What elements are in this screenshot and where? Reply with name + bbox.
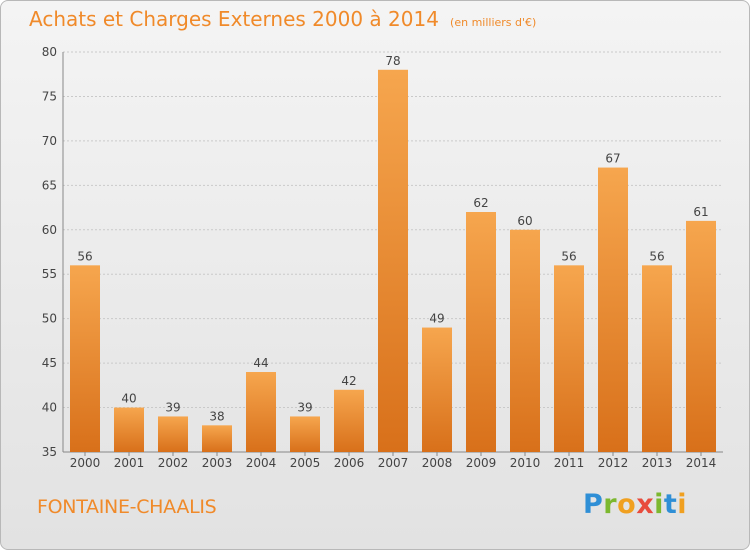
bar-value-label: 67: [605, 152, 620, 166]
x-tick-label: 2003: [202, 456, 233, 470]
bars: [70, 69, 716, 453]
x-tick-label: 2005: [290, 456, 321, 470]
bar: [510, 229, 540, 452]
x-tick-label: 2004: [246, 456, 277, 470]
title-row: Achats et Charges Externes 2000 à 2014 (…: [29, 7, 536, 31]
bar-value-label: 56: [649, 249, 664, 263]
y-tick-labels: 35 40 45 50 55 60 65 70 75 80: [42, 45, 57, 459]
x-tick-label: 2010: [510, 456, 541, 470]
bar-value-label: 62: [473, 196, 488, 210]
x-tick-label: 2007: [378, 456, 409, 470]
y-tick-label: 55: [42, 267, 57, 281]
x-tick-label: 2014: [686, 456, 717, 470]
bar-value-label: 39: [297, 400, 312, 414]
x-tick-label: 2006: [334, 456, 365, 470]
bar: [290, 416, 320, 452]
bar: [466, 212, 496, 452]
bar: [686, 220, 716, 452]
y-tick-label: 65: [42, 178, 57, 192]
bar-value-label: 39: [165, 400, 180, 414]
y-tick-label: 50: [42, 312, 57, 326]
y-tick-label: 40: [42, 401, 57, 415]
bar: [422, 327, 452, 452]
y-tick-label: 35: [42, 445, 57, 459]
bar: [642, 265, 672, 452]
x-tick-label: 2002: [158, 456, 189, 470]
bar: [202, 425, 232, 452]
bar-value-label: 40: [121, 392, 136, 406]
bar-value-label: 38: [209, 409, 224, 423]
bar-value-label: 56: [561, 249, 576, 263]
bar: [334, 389, 364, 452]
x-tick-label: 2011: [554, 456, 585, 470]
x-tick-label: 2000: [70, 456, 101, 470]
bar: [114, 407, 144, 452]
x-tick-label: 2008: [422, 456, 453, 470]
bar: [158, 416, 188, 452]
bar-value-label: 49: [429, 312, 444, 326]
bar-value-label: 60: [517, 214, 532, 228]
bar-value-label: 42: [341, 374, 356, 388]
bar-value-label: 61: [693, 205, 708, 219]
x-tick-label: 2013: [642, 456, 673, 470]
x-tick-labels: 2000 2001 2002 2003 2004 2005 2006 2007 2008 2009…: [70, 456, 717, 470]
y-tick-label: 75: [42, 89, 57, 103]
commune-name: FONTAINE-CHAALIS: [37, 496, 217, 518]
chart-title: Achats et Charges Externes 2000 à 2014: [29, 7, 439, 31]
chart-subtitle: (en milliers d'€): [450, 16, 537, 29]
y-tick-label: 80: [42, 45, 57, 59]
proxiti-logo[interactable]: Proxiti: [583, 489, 688, 520]
bar-value-label: 78: [385, 54, 400, 68]
y-tick-label: 45: [42, 356, 57, 370]
x-tick-label: 2012: [598, 456, 629, 470]
bar: [246, 372, 276, 452]
y-tick-label: 70: [42, 134, 57, 148]
bar: [70, 265, 100, 452]
bar: [378, 69, 408, 453]
bar-value-label: 56: [77, 249, 92, 263]
bar: [554, 265, 584, 452]
bar-value-label: 44: [253, 356, 268, 370]
x-tick-label: 2001: [114, 456, 145, 470]
y-tick-label: 60: [42, 223, 57, 237]
bar: [598, 167, 628, 453]
x-tick-label: 2009: [466, 456, 497, 470]
bar-value-labels: 56 40 39 38 44 39 42 78 49 62 60 56 67 56 61: [77, 54, 708, 424]
